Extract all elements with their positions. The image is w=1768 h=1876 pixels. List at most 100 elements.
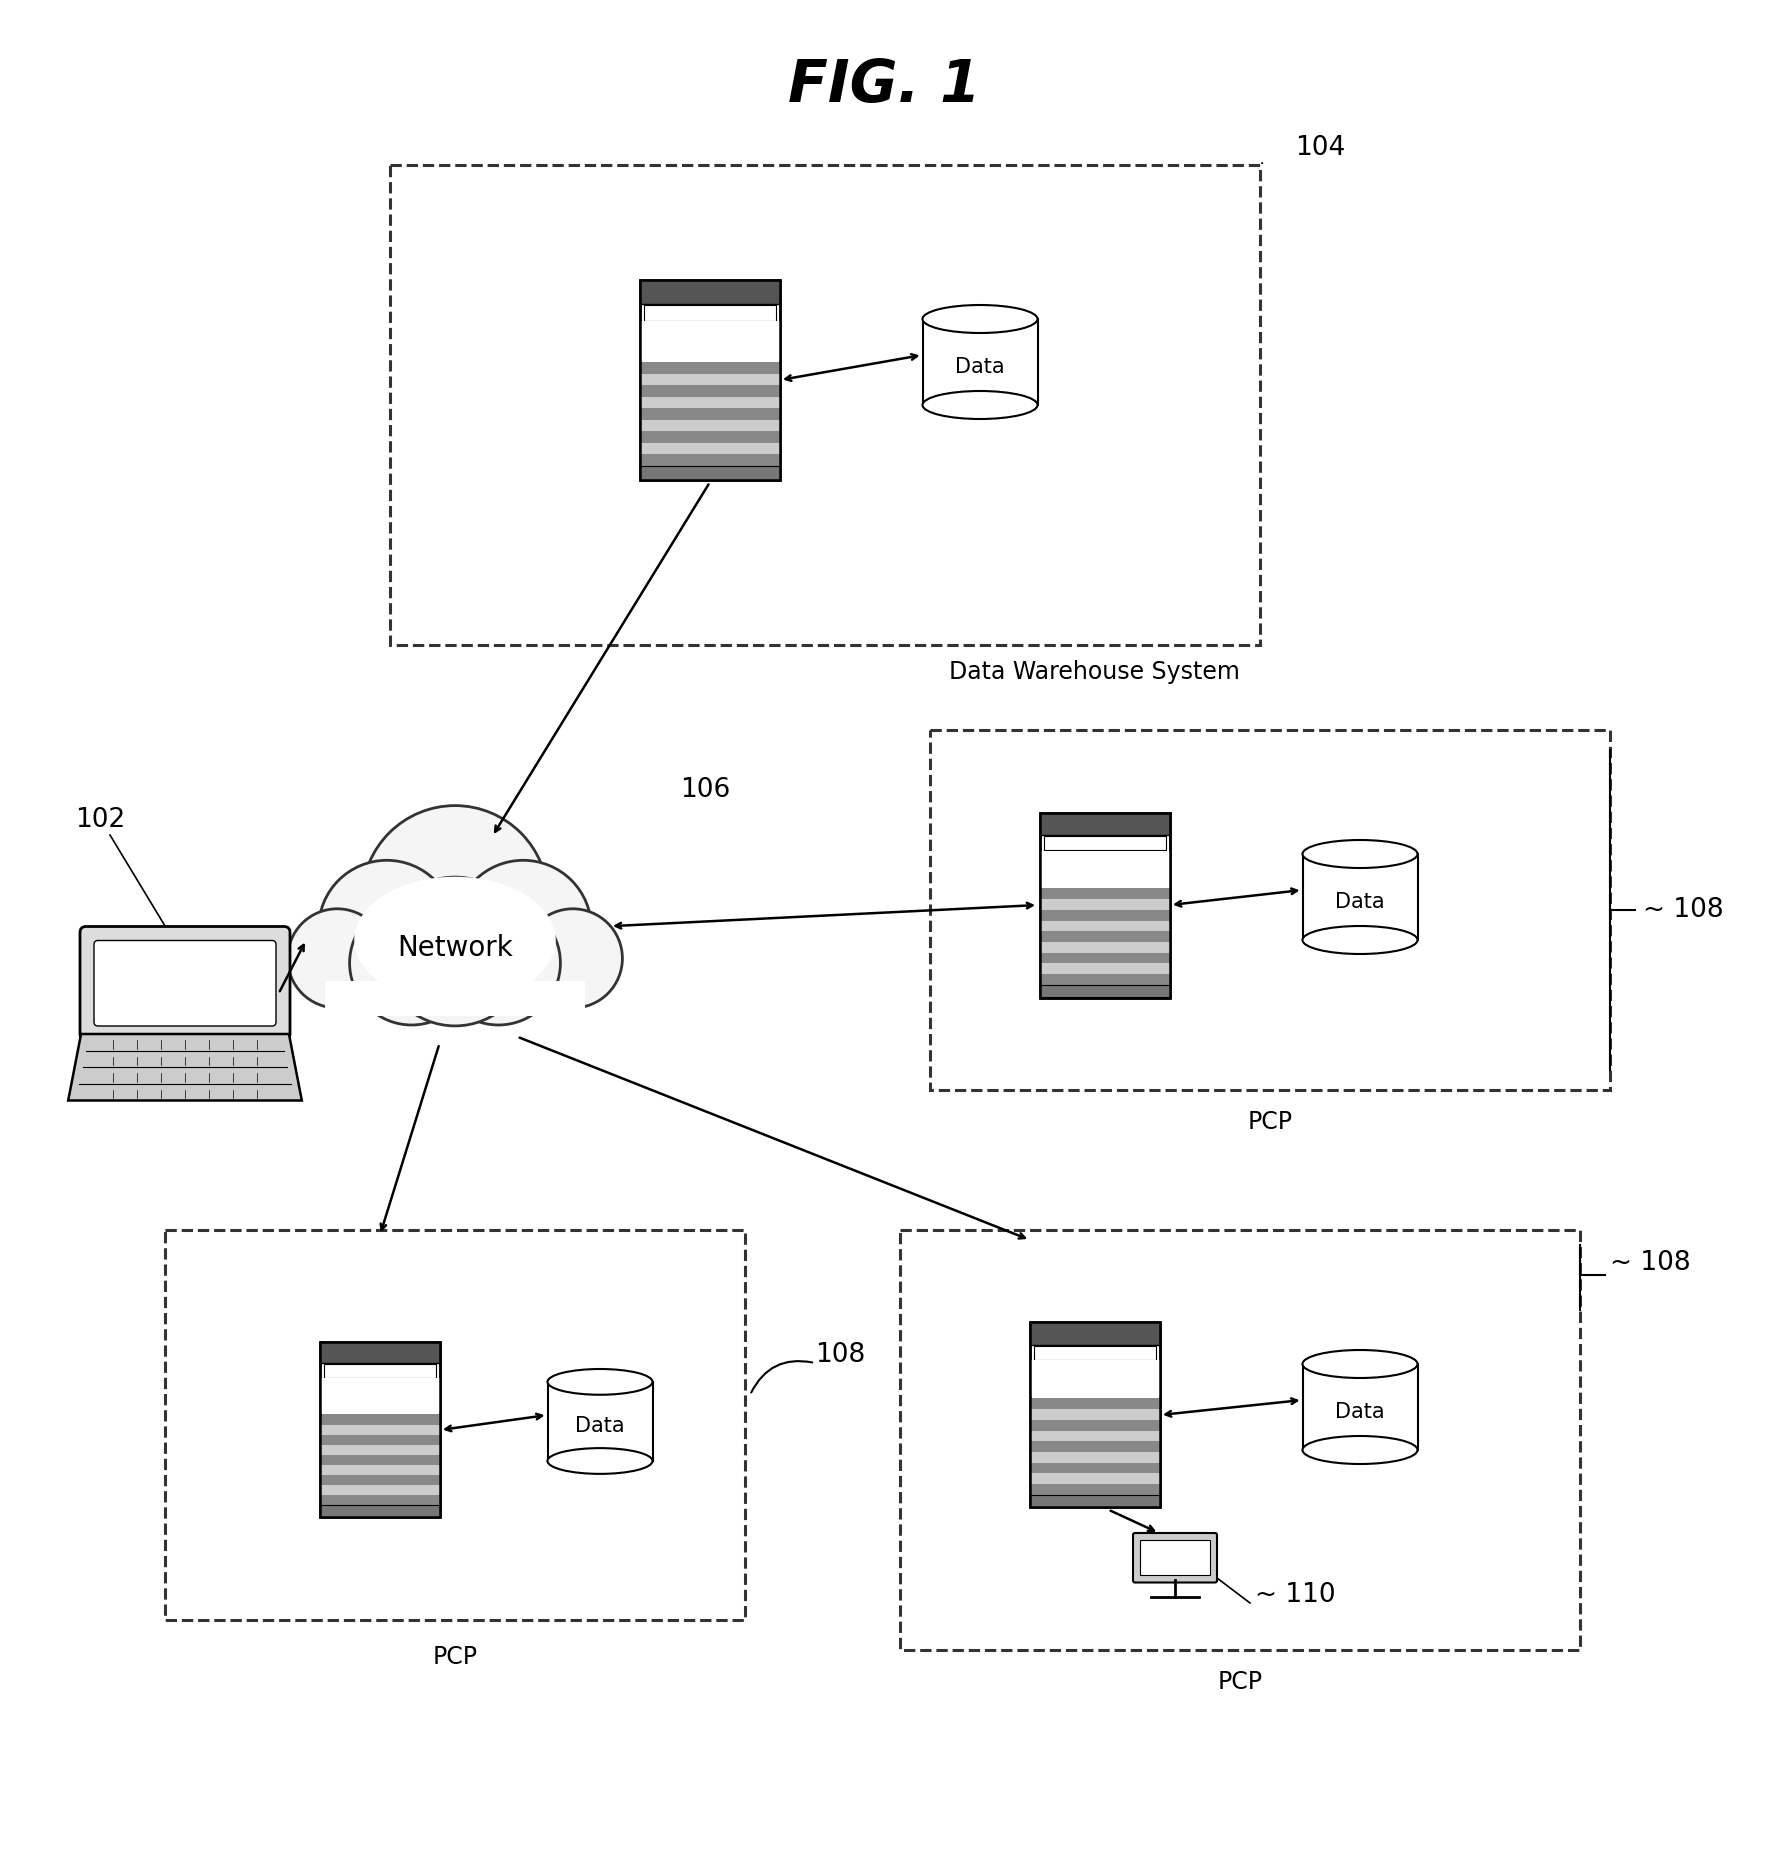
Bar <box>320 1379 440 1413</box>
FancyBboxPatch shape <box>94 940 276 1026</box>
FancyBboxPatch shape <box>80 927 290 1039</box>
Bar <box>1031 1323 1160 1508</box>
Text: 106: 106 <box>681 777 730 803</box>
Text: 102: 102 <box>74 807 126 833</box>
Text: Network: Network <box>398 934 513 962</box>
Bar <box>1031 1473 1160 1484</box>
Text: PCP: PCP <box>1218 1670 1262 1694</box>
Bar <box>1043 835 1167 850</box>
Polygon shape <box>1303 1364 1418 1450</box>
Ellipse shape <box>1303 1435 1418 1463</box>
Bar <box>640 280 780 304</box>
Polygon shape <box>923 319 1038 405</box>
Bar <box>640 373 780 385</box>
Ellipse shape <box>1303 1351 1418 1379</box>
Bar <box>1040 985 1170 998</box>
Polygon shape <box>548 1383 652 1461</box>
Bar <box>640 385 780 396</box>
Ellipse shape <box>923 390 1038 418</box>
Circle shape <box>318 861 454 996</box>
Bar <box>1031 1420 1160 1431</box>
Text: Data Warehouse System: Data Warehouse System <box>949 660 1239 685</box>
Bar <box>1040 974 1170 985</box>
Polygon shape <box>1303 854 1418 940</box>
FancyArrowPatch shape <box>751 1362 812 1392</box>
Bar <box>1040 899 1170 910</box>
Bar <box>320 1505 440 1518</box>
Bar <box>900 1231 1581 1651</box>
Bar <box>1031 1323 1160 1345</box>
Bar <box>640 321 780 360</box>
FancyBboxPatch shape <box>1133 1533 1216 1583</box>
Text: PCP: PCP <box>433 1645 477 1670</box>
Bar <box>640 280 780 480</box>
Bar <box>930 730 1611 1090</box>
Ellipse shape <box>1303 840 1418 869</box>
Text: Data: Data <box>575 1416 624 1435</box>
Circle shape <box>350 900 474 1024</box>
Bar <box>1031 1323 1160 1508</box>
Text: Data: Data <box>1335 891 1384 912</box>
Circle shape <box>288 908 387 1007</box>
Bar <box>1040 850 1170 887</box>
Bar <box>1031 1441 1160 1452</box>
Bar <box>640 465 780 480</box>
Bar <box>320 1424 440 1435</box>
Circle shape <box>380 878 529 1026</box>
Bar <box>640 454 780 465</box>
Polygon shape <box>69 1034 302 1101</box>
Bar <box>325 981 585 1017</box>
Text: 104: 104 <box>1294 135 1345 161</box>
Bar <box>1031 1463 1160 1473</box>
Bar <box>164 1231 744 1621</box>
Bar <box>1031 1431 1160 1441</box>
Bar <box>320 1475 440 1486</box>
Bar <box>1040 889 1170 899</box>
Bar <box>320 1486 440 1495</box>
Bar <box>1040 812 1170 998</box>
Bar <box>1031 1398 1160 1409</box>
Bar <box>1040 910 1170 921</box>
Circle shape <box>437 900 560 1024</box>
Text: Data: Data <box>1335 1401 1384 1422</box>
Bar <box>1031 1360 1160 1398</box>
Bar <box>1031 1409 1160 1420</box>
Bar <box>320 1445 440 1454</box>
Bar <box>391 165 1261 645</box>
Text: FIG. 1: FIG. 1 <box>789 56 979 114</box>
Bar <box>1040 812 1170 998</box>
Ellipse shape <box>354 876 555 1004</box>
Text: ~ 110: ~ 110 <box>1255 1581 1335 1608</box>
Bar <box>324 1364 437 1379</box>
Bar <box>640 443 780 454</box>
Text: PCP: PCP <box>1248 1111 1292 1133</box>
Bar <box>1040 921 1170 930</box>
Bar <box>644 306 776 321</box>
Ellipse shape <box>923 306 1038 334</box>
Bar <box>640 431 780 443</box>
Text: Data: Data <box>955 356 1004 377</box>
Bar <box>1040 942 1170 953</box>
Bar <box>1034 1345 1156 1360</box>
Bar <box>320 1435 440 1445</box>
Bar <box>320 1343 440 1518</box>
Bar <box>640 396 780 409</box>
Bar <box>320 1454 440 1465</box>
Bar <box>1040 930 1170 942</box>
Bar <box>1031 1495 1160 1508</box>
Text: ~ 108: ~ 108 <box>1611 1249 1690 1276</box>
Bar <box>1140 1540 1209 1576</box>
Bar <box>320 1495 440 1505</box>
Circle shape <box>523 908 622 1007</box>
Text: 108: 108 <box>815 1341 865 1368</box>
Bar <box>640 420 780 431</box>
Bar <box>320 1343 440 1364</box>
Circle shape <box>454 861 592 996</box>
Circle shape <box>362 805 548 992</box>
Bar <box>320 1465 440 1475</box>
Ellipse shape <box>548 1448 652 1475</box>
Bar <box>640 409 780 420</box>
Bar <box>640 362 780 373</box>
Bar <box>1040 953 1170 962</box>
Bar <box>320 1343 440 1518</box>
